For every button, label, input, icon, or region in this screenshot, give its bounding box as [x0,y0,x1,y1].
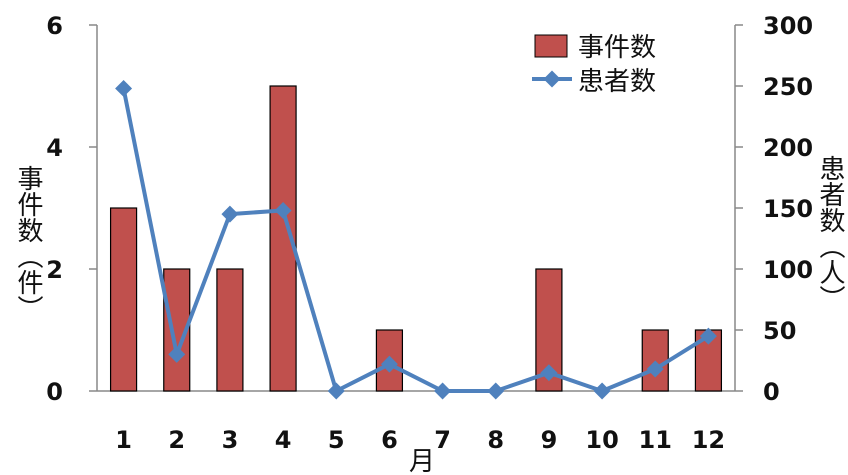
line-point [380,355,398,373]
legend-bar-swatch [534,34,568,58]
x-tick-label: 1 [115,426,132,454]
y-left-tick-label: 4 [46,134,63,162]
x-tick-label: 11 [639,426,672,454]
line-point [487,382,505,400]
series-line [121,88,710,393]
bar [109,207,138,392]
bar-series [109,85,723,392]
x-tick-label: 4 [275,426,292,454]
line-series [115,79,717,400]
line-point [115,79,133,97]
line-point [593,382,611,400]
x-tick-label: 2 [168,426,185,454]
line-point [646,360,664,378]
y-left-tick-label: 6 [46,12,63,40]
bar [641,329,669,392]
y-right-tick-label: 150 [763,195,813,223]
line-point [699,327,717,345]
x-tick-label: 3 [222,426,239,454]
y-right-tick-label: 200 [763,134,813,162]
x-tick-label: 6 [381,426,398,454]
y-axis-right-title: 患者数（人） [815,155,845,311]
y-left-tick-label: 0 [46,378,63,406]
y-axis-left-title: 事件数（件） [13,165,43,321]
y-left-tick-label: 2 [46,256,63,284]
legend-line-label: 患者数 [578,67,656,97]
y-right-tick-label: 50 [763,317,796,345]
line-point [434,382,452,400]
x-tick-label: 8 [487,426,504,454]
line-point [327,382,345,400]
line-point [540,364,558,382]
y-right-tick-label: 300 [763,12,813,40]
x-axis-title: 月 [409,447,435,475]
axes [89,24,743,392]
bar [216,268,244,392]
legend-bar-label: 事件数 [578,33,656,63]
x-tick-label: 12 [692,426,725,454]
line-point [274,201,292,219]
x-tick-label: 5 [328,426,345,454]
x-tick-label: 10 [585,426,618,454]
y-right-tick-label: 250 [763,73,813,101]
line-point [221,205,239,223]
y-right-tick-label: 0 [763,378,780,406]
y-right-tick-label: 100 [763,256,813,284]
legend: 事件数 患者数 [532,33,656,97]
line-point [168,345,186,363]
x-tick-label: 9 [541,426,558,454]
x-tick-label: 7 [434,426,451,454]
legend-line-marker [543,70,561,88]
